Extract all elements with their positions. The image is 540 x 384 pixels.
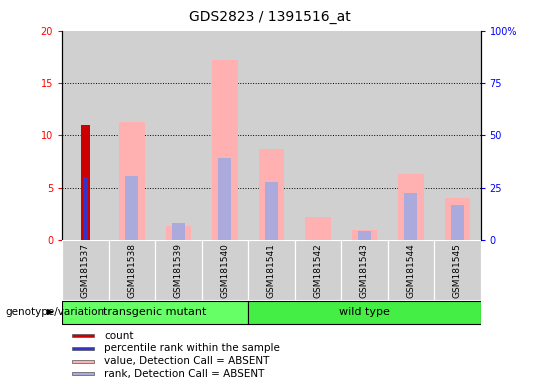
Bar	[352, 230, 377, 240]
Bar	[434, 31, 481, 240]
Text: value, Detection Call = ABSENT: value, Detection Call = ABSENT	[104, 356, 269, 366]
Bar	[155, 31, 201, 240]
Bar	[404, 193, 417, 240]
Bar	[201, 31, 248, 240]
Bar	[434, 240, 481, 300]
Bar	[71, 347, 94, 350]
Text: GSM181539: GSM181539	[174, 243, 183, 298]
Bar	[62, 301, 248, 324]
Bar	[83, 177, 88, 240]
Bar	[248, 240, 295, 300]
Bar	[295, 31, 341, 240]
Text: GSM181542: GSM181542	[313, 243, 322, 298]
Bar	[119, 122, 145, 240]
Bar	[451, 205, 464, 240]
Bar	[248, 31, 295, 240]
Bar	[71, 372, 94, 375]
Text: rank, Detection Call = ABSENT: rank, Detection Call = ABSENT	[104, 369, 264, 379]
Text: GSM181544: GSM181544	[407, 243, 415, 298]
Bar	[388, 31, 434, 240]
Bar	[71, 334, 94, 337]
Text: percentile rank within the sample: percentile rank within the sample	[104, 343, 280, 354]
Text: wild type: wild type	[339, 307, 390, 317]
Text: GSM181545: GSM181545	[453, 243, 462, 298]
Text: genotype/variation: genotype/variation	[5, 307, 105, 317]
Bar	[398, 174, 424, 240]
Bar	[109, 240, 155, 300]
Bar	[305, 217, 330, 240]
Text: GSM181538: GSM181538	[127, 243, 136, 298]
Bar	[172, 223, 185, 240]
Bar	[358, 230, 371, 240]
Text: GSM181541: GSM181541	[267, 243, 276, 298]
Bar	[295, 240, 341, 300]
Bar	[62, 31, 109, 240]
Bar	[166, 227, 191, 240]
Bar	[248, 301, 481, 324]
Text: GSM181537: GSM181537	[81, 243, 90, 298]
Text: GSM181540: GSM181540	[220, 243, 230, 298]
Text: GSM181543: GSM181543	[360, 243, 369, 298]
Text: count: count	[104, 331, 133, 341]
Bar	[259, 149, 284, 240]
Bar	[201, 240, 248, 300]
Text: GDS2823 / 1391516_at: GDS2823 / 1391516_at	[189, 10, 351, 23]
Bar	[81, 125, 90, 240]
Text: transgenic mutant: transgenic mutant	[104, 307, 207, 317]
Bar	[444, 198, 470, 240]
Bar	[212, 60, 238, 240]
Bar	[62, 240, 109, 300]
Bar	[265, 182, 278, 240]
Bar	[155, 240, 201, 300]
Bar	[125, 176, 138, 240]
Bar	[341, 240, 388, 300]
Bar	[341, 31, 388, 240]
Bar	[388, 240, 434, 300]
Bar	[109, 31, 155, 240]
Bar	[218, 158, 231, 240]
Bar	[71, 360, 94, 362]
